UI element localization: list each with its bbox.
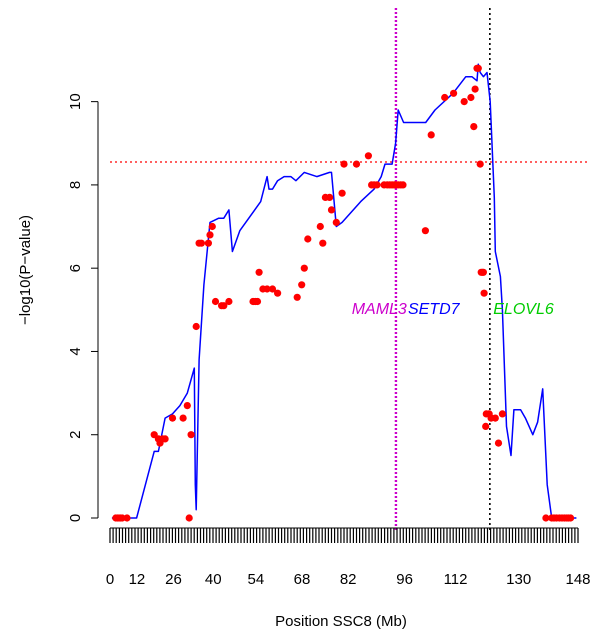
y-tick-label: 4 — [67, 347, 84, 355]
association-line — [111, 63, 577, 519]
data-point — [274, 289, 282, 297]
data-point — [208, 222, 216, 231]
data-point — [253, 297, 262, 306]
data-point — [399, 181, 407, 189]
x-tick-label: 54 — [248, 571, 265, 588]
label-layer: MAML3 SETD7 ELOVL6 — [352, 301, 554, 318]
data-point — [211, 297, 220, 306]
data-point — [567, 514, 575, 522]
data-point — [494, 439, 503, 447]
data-point — [263, 285, 271, 293]
x-tick-label: 40 — [205, 571, 222, 588]
data-point — [197, 239, 205, 247]
x-tick-label: 12 — [129, 571, 146, 588]
data-point — [498, 410, 506, 418]
data-point — [204, 239, 212, 247]
gene-label-setd7: SETD7 — [408, 301, 461, 318]
data-point — [542, 514, 550, 522]
data-point — [474, 64, 482, 72]
data-point — [467, 93, 475, 102]
data-point — [183, 402, 191, 410]
data-point — [185, 514, 193, 522]
data-point — [179, 414, 187, 422]
data-point — [304, 235, 312, 243]
data-point — [476, 160, 484, 168]
data-point — [225, 297, 233, 306]
vline-layer — [394, 8, 491, 532]
data-point — [352, 160, 361, 168]
data-point — [300, 264, 308, 272]
x-axis: 0 12 26 40 54 68 82 96 112 130 148 — [106, 527, 591, 588]
data-point — [327, 206, 336, 214]
data-point — [192, 322, 200, 331]
y-tick-label: 2 — [67, 431, 84, 439]
data-point — [268, 285, 277, 293]
data-point — [326, 193, 334, 201]
data-point — [255, 268, 263, 276]
x-tick-label: 26 — [165, 571, 182, 588]
data-point — [421, 227, 429, 235]
y-tick-label: 8 — [67, 181, 84, 189]
point-layer — [112, 64, 575, 522]
x-tick-label: 96 — [396, 571, 413, 588]
data-point — [470, 123, 478, 131]
x-tick-label: 130 — [506, 571, 531, 588]
gene-label-maml3: MAML3 — [352, 301, 407, 318]
data-point — [123, 514, 131, 522]
data-point — [427, 131, 435, 139]
data-point — [491, 414, 499, 422]
data-point — [161, 435, 169, 443]
y-axis-title: −log10(P−value) — [17, 215, 34, 325]
x-tick-label: 68 — [294, 571, 311, 588]
x-tick-label: 148 — [565, 571, 590, 588]
data-point — [482, 422, 490, 430]
data-point — [298, 281, 306, 289]
x-axis-title: Position SSC8 (Mb) — [275, 613, 407, 630]
data-point — [441, 93, 449, 102]
y-tick-label: 10 — [67, 93, 84, 110]
data-point — [479, 268, 487, 276]
data-point — [316, 222, 324, 231]
data-point — [364, 152, 372, 160]
x-tick-label: 82 — [340, 571, 357, 588]
data-point — [373, 181, 381, 189]
data-point — [293, 293, 301, 301]
data-point — [332, 218, 340, 226]
data-point — [206, 231, 214, 239]
data-point — [338, 189, 346, 197]
line-layer — [111, 63, 577, 519]
data-point — [460, 98, 468, 106]
data-point — [319, 239, 327, 247]
data-point — [168, 414, 177, 422]
data-point — [450, 89, 458, 97]
data-point — [220, 302, 228, 310]
x-tick-label: 112 — [444, 571, 468, 588]
data-point — [187, 431, 195, 439]
gene-label-elovl6: ELOVL6 — [493, 301, 554, 318]
y-axis: 0 2 4 6 8 10 — [67, 93, 99, 522]
y-tick-label: 6 — [67, 264, 84, 272]
x-tick-label: 0 — [106, 571, 114, 588]
data-point — [480, 289, 488, 297]
data-point — [471, 85, 479, 93]
y-tick-label: 0 — [67, 514, 84, 522]
data-point — [340, 160, 348, 168]
